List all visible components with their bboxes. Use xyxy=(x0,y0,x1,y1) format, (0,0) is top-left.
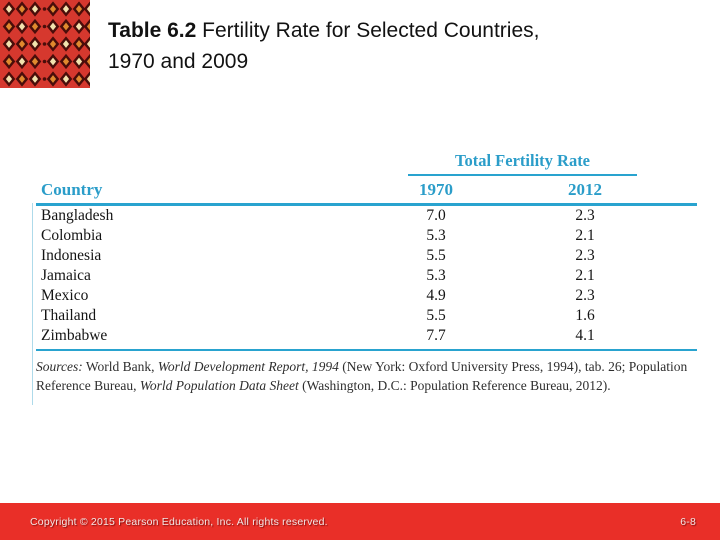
footer-bar: Copyright © 2015 Pearson Education, Inc.… xyxy=(0,503,720,540)
table-left-edge-rule xyxy=(32,203,33,405)
value-1970-cell: 5.5 xyxy=(426,247,446,264)
sources-italic-text: Sources: xyxy=(36,359,83,374)
title-line1: Table 6.2 Fertility Rate for Selected Co… xyxy=(108,19,539,42)
value-2012-cell: 2.3 xyxy=(575,247,595,264)
value-2012-cell: 2.1 xyxy=(575,267,595,284)
sources-text: (New York: Oxford University Press, 1994… xyxy=(36,359,688,393)
country-cell: Bangladesh xyxy=(41,207,114,224)
value-1970-cell: 5.3 xyxy=(426,227,446,244)
sources-note: Sources: World Bank, World Development R… xyxy=(36,357,694,395)
column-header-2012: 2012 xyxy=(568,180,602,199)
table-row: Mexico 4.9 2.3 xyxy=(36,286,697,306)
table-header-row: Country 1970 2012 xyxy=(36,180,697,206)
table-row: Zimbabwe 7.7 4.1 xyxy=(36,326,697,346)
value-2012-cell: 4.1 xyxy=(575,327,595,344)
table-row: Bangladesh 7.0 2.3 xyxy=(36,206,697,226)
value-2012-cell: 2.3 xyxy=(575,207,595,224)
slide-title: Table 6.2 Fertility Rate for Selected Co… xyxy=(108,15,668,77)
title-line2: 1970 and 2009 xyxy=(108,50,249,73)
title-line1-text: Fertility Rate for Selected Countries, xyxy=(196,19,540,42)
value-1970-cell: 5.5 xyxy=(426,307,446,324)
sources-italic-text: World Population Data Sheet xyxy=(139,378,299,393)
country-cell: Thailand xyxy=(41,307,97,324)
country-cell: Jamaica xyxy=(41,267,91,284)
value-2012-cell: 1.6 xyxy=(575,307,595,324)
table-spanner-header: Total Fertility Rate xyxy=(408,150,637,176)
column-header-country: Country xyxy=(41,180,103,199)
country-cell: Mexico xyxy=(41,287,89,304)
table-row: Thailand 5.5 1.6 xyxy=(36,306,697,326)
country-cell: Colombia xyxy=(41,227,103,244)
table-row: Indonesia 5.5 2.3 xyxy=(36,246,697,266)
value-2012-cell: 2.1 xyxy=(575,227,595,244)
slide-number: 6-8 xyxy=(680,516,696,528)
column-header-1970: 1970 xyxy=(419,180,453,199)
country-cell: Zimbabwe xyxy=(41,327,108,344)
sources-text: World Bank, xyxy=(82,359,158,374)
textile-pattern-image xyxy=(0,0,90,88)
table-bottom-rule xyxy=(36,349,697,351)
table-row: Jamaica 5.3 2.1 xyxy=(36,266,697,286)
country-cell: Indonesia xyxy=(41,247,102,264)
title-table-number: Table 6.2 xyxy=(108,19,197,42)
value-1970-cell: 7.7 xyxy=(426,327,446,344)
value-1970-cell: 4.9 xyxy=(426,287,446,304)
sources-italic-text: World Development Report, 1994 xyxy=(157,359,339,374)
sources-text: (Washington, D.C.: Population Reference … xyxy=(298,378,611,393)
table-body: Bangladesh 7.0 2.3 Colombia 5.3 2.1 Indonesia 5… xyxy=(36,206,697,346)
value-1970-cell: 5.3 xyxy=(426,267,446,284)
table-row: Colombia 5.3 2.1 xyxy=(36,226,697,246)
copyright-text: Copyright © 2015 Pearson Education, Inc.… xyxy=(30,516,328,528)
value-2012-cell: 2.3 xyxy=(575,287,595,304)
value-1970-cell: 7.0 xyxy=(426,207,446,224)
